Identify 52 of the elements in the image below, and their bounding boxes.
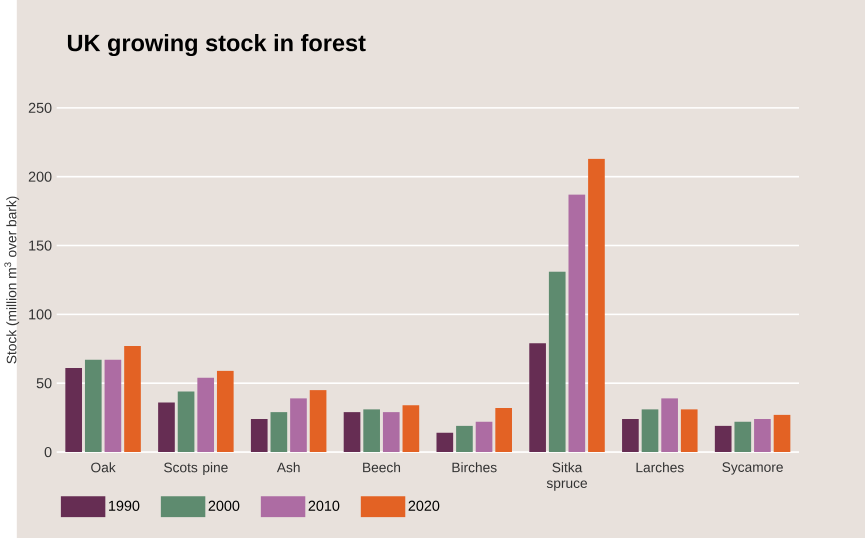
bar [588, 158, 605, 452]
bar [104, 360, 122, 452]
bar [529, 343, 546, 452]
legend-label: 2010 [308, 500, 340, 511]
bar [642, 409, 658, 452]
x-tick-label: Sitka spruce [546, 462, 588, 491]
bar [124, 346, 141, 452]
bar [456, 426, 473, 452]
y-tick-label: 150 [29, 240, 52, 250]
bar [310, 390, 326, 452]
bar [65, 368, 82, 452]
bar [476, 422, 492, 452]
bar [622, 418, 639, 452]
bar [402, 405, 420, 452]
bar [270, 412, 288, 452]
x-tick-label: Birches [452, 462, 497, 472]
bar [178, 391, 194, 452]
bar [290, 398, 307, 452]
y-tick-label: 100 [29, 309, 52, 320]
bar [197, 378, 214, 452]
bar [714, 426, 732, 452]
x-tick-label: Oak [91, 462, 116, 472]
bar [774, 414, 790, 452]
y-tick-label: 50 [36, 378, 52, 388]
bar [568, 194, 586, 452]
chart-title: UK growing stock in forest [68, 34, 366, 56]
y-tick-label: 250 [28, 102, 52, 113]
bar [436, 432, 454, 452]
legend-label: 2020 [408, 500, 440, 511]
y-axis-title: Stock (million m$^{3}$ over bark) [4, 196, 20, 364]
x-tick-label: Ash [276, 462, 300, 472]
x-tick-label: Sycamore [722, 462, 783, 475]
bar [754, 418, 771, 452]
legend-label: 1990 [109, 500, 140, 511]
bar [548, 272, 566, 452]
bar [382, 412, 400, 452]
y-tick-label: 200 [28, 171, 52, 182]
bar [495, 408, 512, 452]
bar [216, 370, 234, 452]
x-tick-label: Beech [363, 462, 400, 472]
bar [661, 398, 678, 452]
bar [363, 409, 380, 452]
y-tick-label: 0 [44, 446, 52, 457]
bar [734, 422, 752, 452]
bar [344, 412, 360, 452]
x-tick-label: Scots pine [164, 462, 228, 475]
bar [158, 402, 175, 452]
bar [250, 418, 268, 452]
bar [680, 409, 698, 452]
x-tick-label: Larches [636, 462, 684, 472]
bar [84, 360, 102, 452]
legend-label: 2000 [208, 500, 240, 511]
